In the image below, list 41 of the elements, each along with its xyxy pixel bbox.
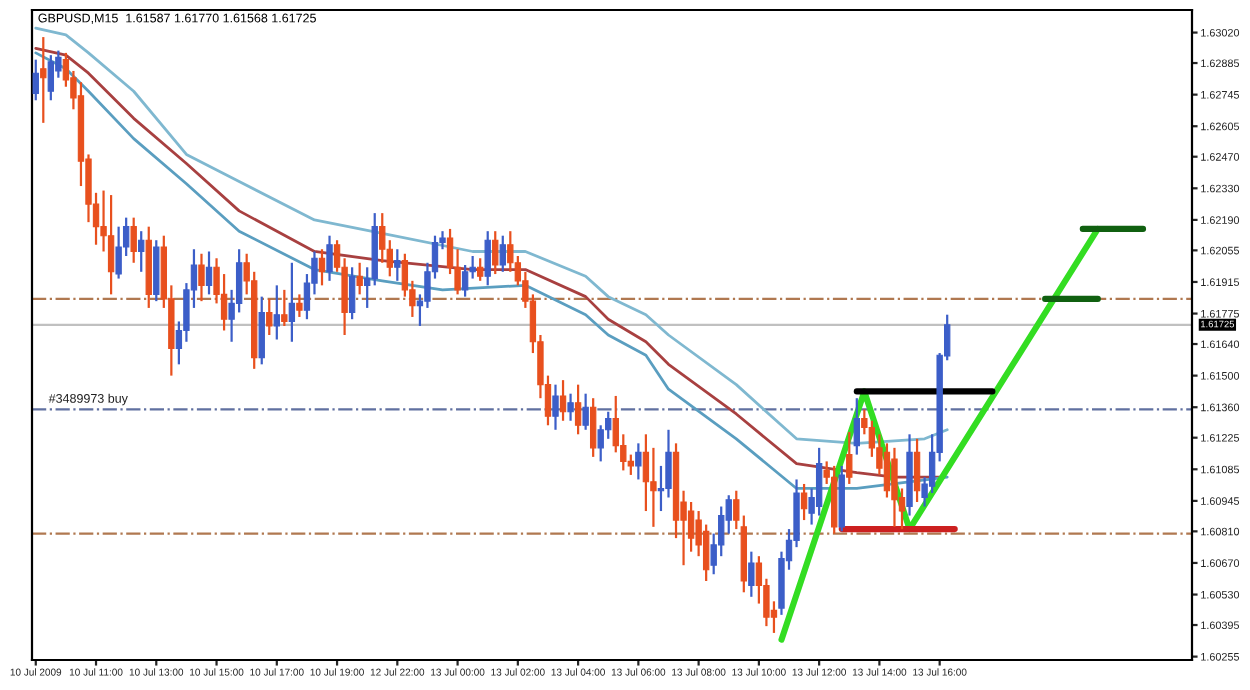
candlestick bbox=[815, 446, 823, 517]
candlestick bbox=[582, 392, 589, 431]
candlestick bbox=[559, 379, 567, 422]
candlestick bbox=[574, 383, 582, 436]
candlestick bbox=[138, 230, 145, 273]
candlestick bbox=[205, 250, 213, 296]
candlestick bbox=[258, 295, 265, 366]
candlestick bbox=[198, 252, 205, 303]
candlestick bbox=[552, 383, 559, 431]
candlestick bbox=[492, 230, 499, 276]
candlestick bbox=[394, 248, 401, 282]
candlestick bbox=[288, 261, 296, 343]
candlestick bbox=[296, 293, 303, 319]
candlestick bbox=[461, 263, 469, 298]
candlestick bbox=[567, 392, 574, 422]
candlestick bbox=[318, 248, 326, 287]
candlestick bbox=[40, 35, 47, 124]
candlestick bbox=[748, 550, 755, 598]
candlestick bbox=[484, 230, 491, 287]
candlestick bbox=[476, 257, 484, 282]
candlestick bbox=[800, 482, 808, 522]
candlestick bbox=[107, 193, 115, 296]
candlestick bbox=[47, 54, 55, 102]
candlestick bbox=[635, 442, 642, 481]
candlestick bbox=[589, 397, 597, 458]
candlestick bbox=[356, 261, 363, 296]
candlestick bbox=[891, 446, 898, 528]
candlestick bbox=[499, 234, 506, 273]
candlestick bbox=[32, 58, 39, 102]
candlestick bbox=[273, 284, 280, 341]
candlestick bbox=[153, 239, 160, 303]
candlestick bbox=[266, 297, 273, 337]
candlestick bbox=[348, 266, 356, 321]
candlestick bbox=[326, 234, 333, 282]
candlestick bbox=[846, 430, 853, 486]
candlestick bbox=[913, 437, 921, 504]
candlestick bbox=[115, 225, 122, 280]
candlestick bbox=[281, 288, 288, 328]
candlestick bbox=[853, 397, 860, 456]
candlestick bbox=[627, 453, 635, 477]
candlestick bbox=[130, 216, 137, 264]
